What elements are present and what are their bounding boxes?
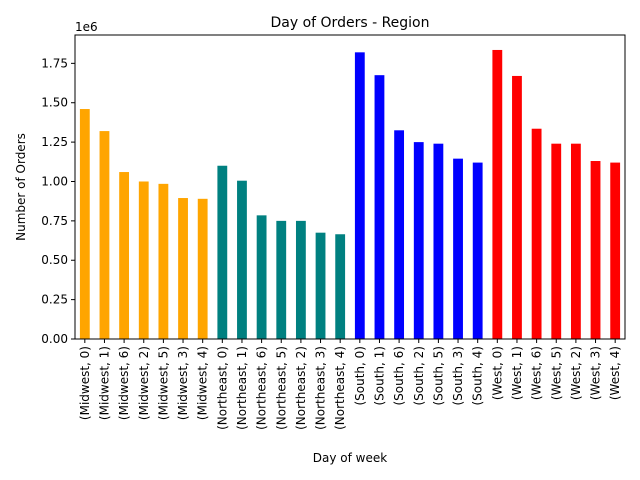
y-axis-ticks: 0.00 0.25 0.50 0.75 1.00 1.25 1.50 1.75 — [41, 56, 75, 346]
bar-11 — [295, 220, 306, 339]
x-tick-label-14: (South, 0) — [353, 346, 367, 406]
bar-24 — [551, 143, 562, 339]
bar-2 — [119, 172, 130, 339]
bar-6 — [197, 198, 208, 339]
x-tick-label-26: (West, 3) — [589, 346, 603, 400]
x-tick-label-0: (Midwest, 0) — [78, 346, 92, 420]
x-tick-label-20: (South, 4) — [471, 346, 485, 406]
bar-19 — [453, 158, 463, 339]
y-axis-multiplier: 1e6 — [75, 20, 98, 34]
x-tick-label-2: (Midwest, 6) — [117, 346, 131, 420]
x-tick-label-19: (South, 3) — [451, 346, 465, 406]
x-tick-label-7: (Northeast, 0) — [215, 346, 229, 430]
bar-23 — [531, 128, 542, 339]
plot-frame — [74, 34, 626, 340]
x-tick-label-4: (Midwest, 5) — [156, 346, 170, 420]
x-tick-label-11: (Northeast, 2) — [294, 346, 308, 430]
y-tick-label-7: 1.75 — [41, 56, 68, 70]
bar-10 — [276, 220, 287, 339]
y-tick-label-0: 0.00 — [41, 332, 68, 346]
bar-26 — [590, 161, 601, 339]
bar-16 — [394, 130, 405, 339]
x-tick-label-6: (Midwest, 4) — [196, 346, 210, 420]
chart-title: Day of Orders - Region — [271, 15, 430, 31]
bar-20 — [472, 162, 483, 339]
x-tick-label-12: (Northeast, 3) — [314, 346, 328, 430]
bar-1 — [99, 131, 110, 339]
y-tick-label-2: 0.50 — [41, 253, 68, 267]
x-tick-label-13: (Northeast, 4) — [333, 346, 347, 430]
bar-3 — [138, 181, 149, 339]
x-tick-label-3: (Midwest, 2) — [137, 346, 151, 420]
x-tick-label-16: (South, 6) — [392, 346, 406, 406]
x-axis-label: Day of week — [313, 451, 387, 465]
bars-group — [79, 49, 621, 340]
x-tick-label-5: (Midwest, 3) — [176, 346, 190, 420]
x-tick-label-17: (South, 2) — [412, 346, 426, 406]
x-axis-ticks: (Midwest, 0) (Midwest, 1) (Midwest, 6) (Mid… — [78, 339, 622, 430]
x-tick-label-8: (Northeast, 1) — [235, 346, 249, 430]
x-tick-label-15: (South, 1) — [372, 346, 386, 406]
x-tick-label-18: (South, 5) — [431, 346, 445, 406]
bar-9 — [256, 215, 267, 339]
bar-8 — [237, 180, 247, 339]
bar-5 — [178, 198, 188, 339]
x-tick-label-9: (Northeast, 6) — [255, 346, 269, 430]
y-tick-label-5: 1.25 — [41, 135, 68, 149]
x-tick-label-24: (West, 5) — [549, 346, 563, 400]
bar-21 — [492, 49, 503, 340]
y-tick-label-4: 1.00 — [41, 174, 68, 188]
bar-14 — [354, 52, 365, 339]
x-tick-label-21: (West, 0) — [490, 346, 504, 400]
bar-13 — [335, 234, 346, 339]
y-tick-label-1: 0.25 — [41, 293, 68, 307]
x-tick-label-23: (West, 6) — [530, 346, 544, 400]
bar-15 — [374, 75, 385, 340]
y-tick-label-6: 1.50 — [41, 96, 68, 110]
bar-4 — [158, 183, 169, 339]
y-axis-label: Number of Orders — [14, 133, 28, 241]
x-tick-label-10: (Northeast, 5) — [274, 346, 288, 430]
bar-27 — [610, 162, 621, 339]
y-tick-label-3: 0.75 — [41, 214, 68, 228]
x-tick-label-22: (West, 1) — [510, 346, 524, 400]
bar-0 — [79, 109, 90, 339]
x-tick-label-27: (West, 4) — [608, 346, 622, 400]
bar-22 — [512, 75, 522, 339]
bar-12 — [315, 232, 326, 339]
x-tick-label-1: (Midwest, 1) — [97, 346, 111, 420]
bar-17 — [413, 142, 424, 339]
bar-25 — [570, 143, 581, 339]
x-tick-label-25: (West, 2) — [569, 346, 583, 400]
bar-18 — [433, 143, 444, 339]
bar-7 — [217, 165, 228, 339]
